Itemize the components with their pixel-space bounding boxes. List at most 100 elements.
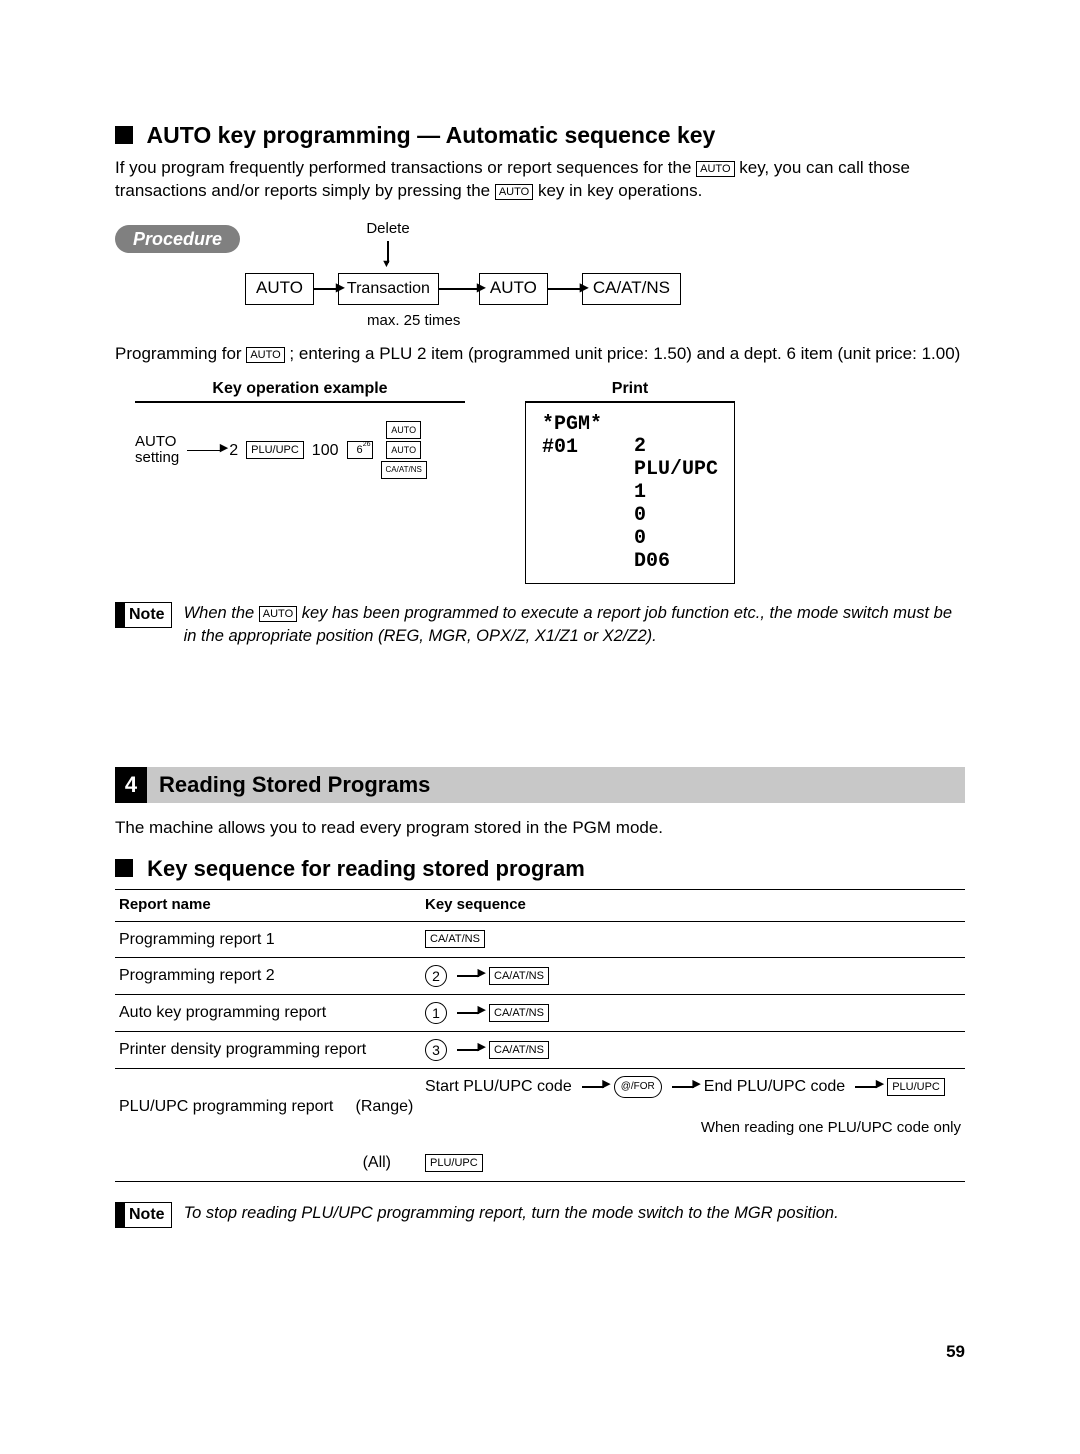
dept6-main: 6 — [356, 443, 362, 458]
arrow-right-icon — [457, 1049, 479, 1051]
col-key-sequence: Key sequence — [421, 890, 965, 921]
pluupc-key: PLU/UPC — [246, 441, 304, 459]
print-l1a: *PGM* — [542, 413, 602, 436]
col-report-name: Report name — [115, 890, 421, 921]
report-name-cell: (All) — [115, 1145, 421, 1181]
auto-label-a: AUTO — [135, 434, 179, 451]
auto-key-small: AUTO — [386, 421, 421, 439]
intro-paragraph: If you program frequently performed tran… — [115, 157, 965, 203]
report-table: Report name Key sequence Programming rep… — [115, 889, 965, 1182]
example-row: Key operation example AUTO setting 2 PLU… — [135, 378, 965, 585]
page-number: 59 — [946, 1341, 965, 1364]
note-badge: Note — [115, 602, 172, 628]
key-op-flow: AUTO setting 2 PLU/UPC 100 6 26 AUTO AUT… — [135, 421, 465, 479]
key-seq-cell: 3 CA/AT/NS — [421, 1032, 965, 1069]
arrow-right-icon — [672, 1086, 694, 1088]
print-r3: 1 — [634, 481, 718, 504]
print-r1: 2 — [634, 435, 718, 458]
print-r2: PLU/UPC — [634, 458, 718, 481]
arrow-right-icon — [187, 450, 221, 452]
caatns-key: CA/AT/NS — [489, 1041, 549, 1059]
auto-keycap-icon: AUTO — [259, 606, 297, 622]
section-4-title: Reading Stored Programs — [147, 767, 965, 803]
caatns-key: CA/AT/NS — [425, 930, 485, 948]
arrow-right-icon — [314, 288, 338, 290]
print-l1b: #01 — [542, 436, 602, 459]
key-operation-column: Key operation example AUTO setting 2 PLU… — [135, 378, 465, 585]
print-r5: 0 — [634, 527, 718, 550]
section-4-header: 4 Reading Stored Programs — [115, 767, 965, 803]
note1-b: key has been programmed to execute a rep… — [184, 604, 952, 644]
key-seq-cell: CA/AT/NS — [421, 921, 965, 958]
pf-b: ; entering a PLU 2 item (programmed unit… — [289, 344, 960, 363]
max-times-note: max. 25 times — [367, 311, 460, 331]
auto-key-box: AUTO — [479, 273, 548, 305]
note-1: Note When the AUTO key has been programm… — [115, 602, 965, 647]
ex-num-100: 100 — [312, 440, 339, 462]
pf-a: Programming for — [115, 344, 246, 363]
report-name-cell: Programming report 2 — [115, 958, 421, 995]
report-name-cell: PLU/UPC programming report (Range) — [115, 1069, 421, 1146]
note-badge: Note — [115, 1202, 172, 1228]
programming-for-text: Programming for AUTO ; entering a PLU 2 … — [115, 343, 965, 366]
auto-keycap-icon: AUTO — [495, 184, 533, 200]
arrow-right-icon — [582, 1086, 604, 1088]
bullet-icon — [115, 126, 133, 144]
key-seq-cell: 2 CA/AT/NS — [421, 958, 965, 995]
key-seq-cell: 1 CA/AT/NS — [421, 995, 965, 1032]
arrow-right-icon — [457, 975, 479, 977]
number-key: 3 — [425, 1039, 447, 1061]
print-r6: D06 — [634, 550, 718, 573]
start-plu-label: Start PLU/UPC code — [425, 1076, 572, 1098]
heading-2-text: Key sequence for reading stored program — [147, 856, 585, 881]
caatns-key: PLU/UPC — [887, 1078, 945, 1096]
note1-a: When the — [184, 604, 259, 622]
section-1-title: AUTO key programming — Automatic sequenc… — [115, 120, 965, 151]
range-subnote: When reading one PLU/UPC code only — [425, 1118, 961, 1138]
section-4-number: 4 — [115, 767, 147, 803]
section-4-intro: The machine allows you to read every pro… — [115, 817, 965, 840]
procedure-badge: Procedure — [115, 225, 240, 253]
number-key: 2 — [425, 965, 447, 987]
key-seq-cell: Start PLU/UPC code @/FOR End PLU/UPC cod… — [421, 1069, 965, 1146]
caatns-key: CA/AT/NS — [489, 1004, 549, 1022]
delete-branch: Delete — [343, 219, 433, 263]
arrow-right-icon — [439, 288, 479, 290]
end-plu-label: End PLU/UPC code — [704, 1076, 845, 1098]
note-2-text: To stop reading PLU/UPC programming repo… — [184, 1202, 839, 1224]
auto-key-box: AUTO — [245, 273, 314, 305]
intro-1c: key in key operations. — [538, 181, 702, 200]
caatns-key-box: CA/AT/NS — [582, 273, 681, 305]
print-heading: Print — [525, 378, 735, 404]
print-column: Print *PGM* #01 2 PLU/UPC 1 0 0 D06 — [525, 378, 735, 585]
procedure-diagram: Procedure Delete AUTO Transaction AUTO C… — [115, 225, 965, 335]
report-name-cell: Programming report 1 — [115, 921, 421, 958]
caatns-key-small: CA/AT/NS — [381, 461, 427, 479]
receipt-print: *PGM* #01 2 PLU/UPC 1 0 0 D06 — [525, 403, 735, 584]
transaction-box: Transaction — [338, 273, 439, 305]
print-r4: 0 — [634, 504, 718, 527]
arrow-down-icon — [387, 241, 389, 263]
intro-1a: If you program frequently performed tran… — [115, 158, 696, 177]
section-2-title: Key sequence for reading stored program — [115, 854, 965, 884]
arrow-right-icon — [855, 1086, 877, 1088]
auto-label-b: setting — [135, 450, 179, 467]
atfor-key: @/FOR — [614, 1076, 662, 1098]
key-seq-cell: PLU/UPC — [421, 1145, 965, 1181]
ex-num-2: 2 — [229, 440, 238, 462]
auto-key-small: AUTO — [386, 441, 421, 459]
note-2: Note To stop reading PLU/UPC programming… — [115, 1202, 965, 1228]
heading-1-text: AUTO key programming — Automatic sequenc… — [147, 122, 716, 148]
dept6-key: 6 26 — [347, 441, 373, 459]
arrow-right-icon — [548, 288, 582, 290]
note-1-text: When the AUTO key has been programmed to… — [184, 602, 965, 647]
caatns-key: PLU/UPC — [425, 1154, 483, 1172]
bullet-icon — [115, 859, 133, 877]
auto-keycap-icon: AUTO — [246, 347, 284, 363]
number-key: 1 — [425, 1002, 447, 1024]
dept6-sup: 26 — [363, 440, 371, 449]
arrow-right-icon — [457, 1012, 479, 1014]
auto-setting-label: AUTO setting — [135, 434, 179, 467]
stacked-keys: AUTO AUTO CA/AT/NS — [381, 421, 427, 479]
report-name-cell: Printer density programming report — [115, 1032, 421, 1069]
